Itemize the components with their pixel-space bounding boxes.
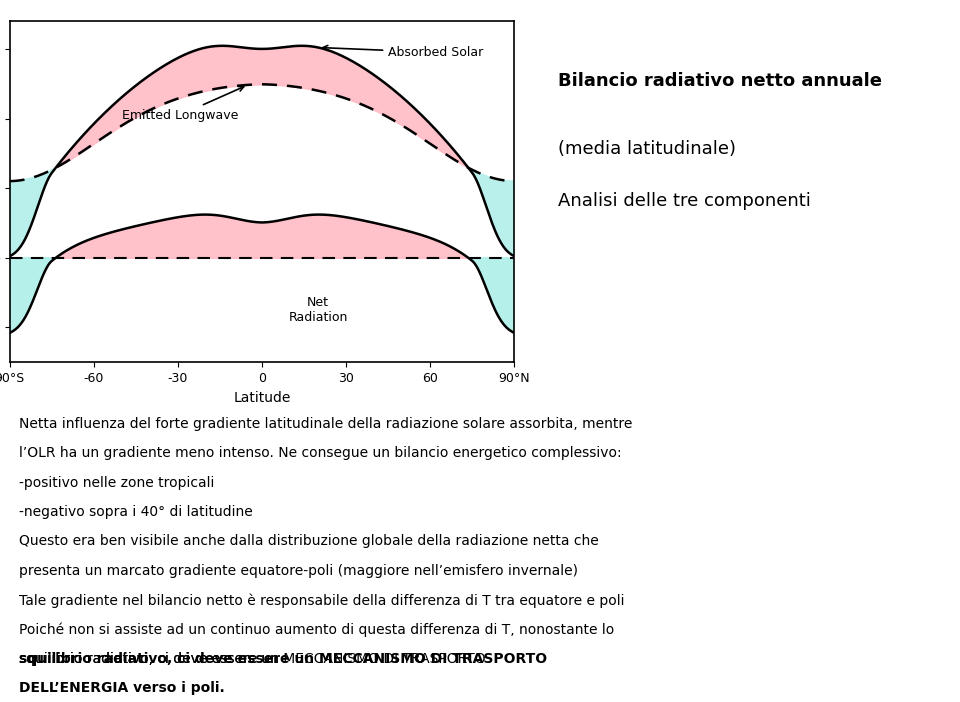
- X-axis label: Latitude: Latitude: [233, 390, 291, 404]
- Text: Netta influenza del forte gradiente latitudinale della radiazione solare assorbi: Netta influenza del forte gradiente lati…: [19, 417, 633, 431]
- Text: Questo era ben visibile anche dalla distribuzione globale della radiazione netta: Questo era ben visibile anche dalla dist…: [19, 534, 599, 548]
- Text: (media latitudinale): (media latitudinale): [558, 140, 736, 159]
- Text: Poiché non si assiste ad un continuo aumento di questa differenza di T, nonostan: Poiché non si assiste ad un continuo aum…: [19, 623, 614, 637]
- Text: Bilancio radiativo netto annuale: Bilancio radiativo netto annuale: [558, 72, 882, 91]
- Text: DELL’ENERGIA verso i poli.: DELL’ENERGIA verso i poli.: [19, 681, 225, 695]
- Text: l’OLR ha un gradiente meno intenso. Ne consegue un bilancio energetico complessi: l’OLR ha un gradiente meno intenso. Ne c…: [19, 446, 622, 461]
- Text: squilibrio radiativo, ci deve essere un MECCANISMO DI TRASPORTO: squilibrio radiativo, ci deve essere un …: [19, 651, 486, 665]
- Text: Absorbed Solar: Absorbed Solar: [323, 46, 484, 59]
- Text: Net
Radiation: Net Radiation: [288, 296, 348, 324]
- Text: -positivo nelle zone tropicali: -positivo nelle zone tropicali: [19, 476, 214, 490]
- Text: squilibrio radiativo, ci deve essere un MECCANISMO DI TRASPORTO: squilibrio radiativo, ci deve essere un …: [19, 651, 486, 665]
- Text: Emitted Longwave: Emitted Longwave: [122, 86, 244, 121]
- Text: squilibrio radiativo, ci deve essere un: squilibrio radiativo, ci deve essere un: [19, 651, 283, 665]
- Text: -negativo sopra i 40° di latitudine: -negativo sopra i 40° di latitudine: [19, 505, 252, 519]
- Text: Analisi delle tre componenti: Analisi delle tre componenti: [558, 192, 811, 210]
- Text: squilibrio radiativo, ci deve essere un MECCANISMO DI TRASPORTO: squilibrio radiativo, ci deve essere un …: [19, 651, 547, 665]
- Text: presenta un marcato gradiente equatore-poli (maggiore nell’emisfero invernale): presenta un marcato gradiente equatore-p…: [19, 564, 578, 578]
- Text: Tale gradiente nel bilancio netto è responsabile della differenza di T tra equat: Tale gradiente nel bilancio netto è resp…: [19, 593, 625, 607]
